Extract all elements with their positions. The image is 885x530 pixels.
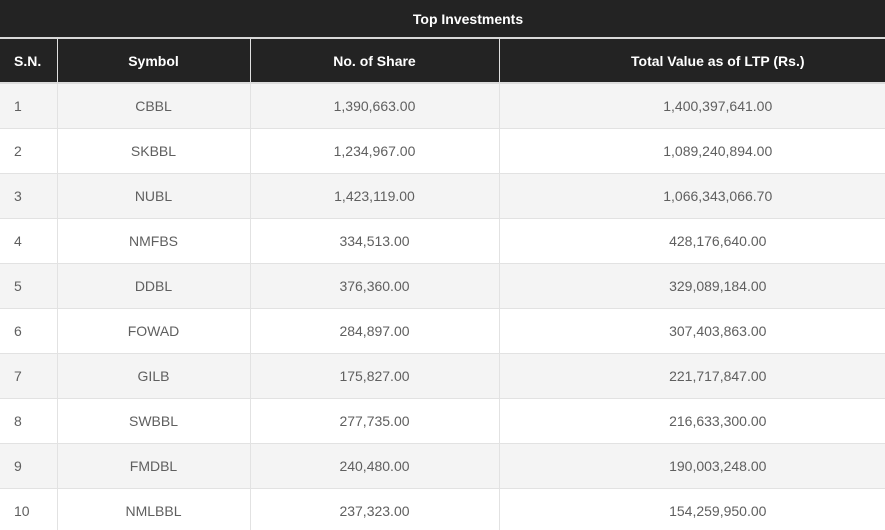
cell-total: 307,403,863.00 [499,308,885,354]
table-row: 6 FOWAD 284,897.00 307,403,863.00 [0,308,885,354]
cell-symbol: NUBL [57,173,251,219]
table-row: 8 SWBBL 277,735.00 216,633,300.00 [0,398,885,444]
cell-total: 1,400,397,641.00 [499,83,885,129]
table-head: Top Investments S.N. Symbol No. of Share… [0,0,885,84]
cell-total: 190,003,248.00 [499,443,885,489]
cell-symbol: CBBL [57,83,251,129]
cell-symbol: SKBBL [57,128,251,174]
cell-sn: 4 [0,218,58,264]
cell-total: 216,633,300.00 [499,398,885,444]
cell-shares: 240,480.00 [250,443,500,489]
table-row: 7 GILB 175,827.00 221,717,847.00 [0,353,885,399]
cell-sn: 9 [0,443,58,489]
cell-total: 329,089,184.00 [499,263,885,309]
column-header-sn: S.N. [0,38,58,84]
cell-symbol: FOWAD [57,308,251,354]
cell-shares: 1,390,663.00 [250,83,500,129]
cell-sn: 10 [0,488,58,530]
cell-shares: 284,897.00 [250,308,500,354]
cell-sn: 5 [0,263,58,309]
table-body: 1 CBBL 1,390,663.00 1,400,397,641.00 2 SKBBL 1… [0,83,885,530]
cell-sn: 8 [0,398,58,444]
cell-shares: 334,513.00 [250,218,500,264]
cell-shares: 376,360.00 [250,263,500,309]
table-row: 4 NMFBS 334,513.00 428,176,640.00 [0,218,885,264]
table-title: Top Investments [0,0,885,39]
cell-symbol: SWBBL [57,398,251,444]
table-row: 10 NMLBBL 237,323.00 154,259,950.00 [0,488,885,530]
cell-shares: 1,423,119.00 [250,173,500,219]
column-header-shares: No. of Share [250,38,500,84]
cell-shares: 1,234,967.00 [250,128,500,174]
cell-symbol: DDBL [57,263,251,309]
table-row: 3 NUBL 1,423,119.00 1,066,343,066.70 [0,173,885,219]
cell-total: 221,717,847.00 [499,353,885,399]
table-row: 2 SKBBL 1,234,967.00 1,089,240,894.00 [0,128,885,174]
cell-shares: 277,735.00 [250,398,500,444]
cell-total: 154,259,950.00 [499,488,885,530]
cell-total: 428,176,640.00 [499,218,885,264]
table-row: 1 CBBL 1,390,663.00 1,400,397,641.00 [0,83,885,129]
cell-sn: 2 [0,128,58,174]
cell-total: 1,066,343,066.70 [499,173,885,219]
cell-sn: 6 [0,308,58,354]
cell-symbol: NMLBBL [57,488,251,530]
column-header-symbol: Symbol [57,38,251,84]
column-header-total-value: Total Value as of LTP (Rs.) [499,38,885,84]
cell-total: 1,089,240,894.00 [499,128,885,174]
cell-symbol: NMFBS [57,218,251,264]
cell-symbol: FMDBL [57,443,251,489]
cell-shares: 175,827.00 [250,353,500,399]
cell-sn: 3 [0,173,58,219]
table-row: 9 FMDBL 240,480.00 190,003,248.00 [0,443,885,489]
cell-sn: 1 [0,83,58,129]
cell-shares: 237,323.00 [250,488,500,530]
table-row: 5 DDBL 376,360.00 329,089,184.00 [0,263,885,309]
table-header-row: S.N. Symbol No. of Share Total Value as … [0,38,885,84]
cell-symbol: GILB [57,353,251,399]
table-title-row: Top Investments [0,0,885,39]
cell-sn: 7 [0,353,58,399]
